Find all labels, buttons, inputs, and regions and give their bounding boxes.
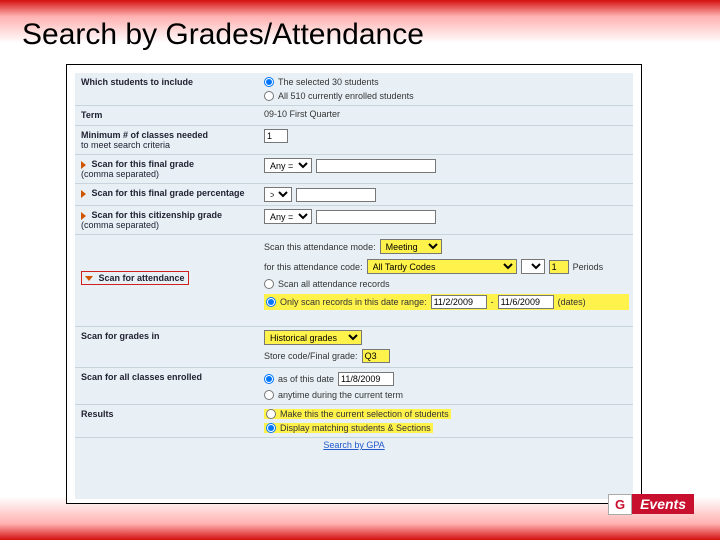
row-min-classes: Minimum # of classes needed to meet sear…: [75, 126, 633, 155]
opt-selected-students: The selected 30 students: [278, 77, 379, 87]
row-grades-in: Scan for grades in Historical grades Sto…: [75, 327, 633, 368]
input-min-classes[interactable]: [264, 129, 288, 143]
radio-display-matching[interactable]: [266, 423, 276, 433]
att-periods-label: Periods: [573, 262, 604, 272]
store-label: Store code/Final grade:: [264, 351, 358, 361]
opt-anytime: anytime during the current term: [278, 390, 403, 400]
att-mode-label: Scan this attendance mode:: [264, 242, 376, 252]
radio-scan-range[interactable]: [266, 297, 276, 307]
input-date-to[interactable]: [498, 295, 554, 309]
radio-all-students[interactable]: [264, 91, 274, 101]
select-citizenship-op[interactable]: Any =: [264, 209, 312, 224]
opt-scan-range: Only scan records in this date range:: [280, 297, 427, 307]
row-results: Results Make this the current selection …: [75, 405, 633, 438]
note-final-grade: (comma separated): [81, 169, 254, 179]
term-value: 09-10 First Quarter: [264, 109, 340, 119]
row-attendance: Scan for attendance Scan this attendance…: [75, 235, 633, 327]
row-final-pct: Scan for this final grade percentage >: [75, 184, 633, 206]
expand-icon[interactable]: [81, 161, 86, 169]
label-final-grade: Scan for this final grade: [92, 159, 195, 169]
expand-icon[interactable]: [81, 212, 86, 220]
input-date-from[interactable]: [431, 295, 487, 309]
note-citizenship: (comma separated): [81, 220, 254, 230]
collapse-icon[interactable]: [85, 276, 93, 281]
label-which-students: Which students to include: [75, 73, 260, 91]
select-att-comp[interactable]: <: [521, 259, 545, 274]
select-pct-op[interactable]: >: [264, 187, 292, 202]
row-which-students: Which students to include The selected 3…: [75, 73, 633, 106]
radio-selected-students[interactable]: [264, 77, 274, 87]
input-store-code[interactable]: [362, 349, 390, 363]
badge-left: G: [608, 494, 632, 515]
form-inner: Which students to include The selected 3…: [75, 73, 633, 499]
select-final-grade-op[interactable]: Any =: [264, 158, 312, 173]
opt-display-matching: Display matching students & Sections: [280, 423, 431, 433]
input-pct[interactable]: [296, 188, 376, 202]
label-final-pct: Scan for this final grade percentage: [92, 188, 245, 198]
label-citizenship: Scan for this citizenship grade: [92, 210, 223, 220]
row-final-grade: Scan for this final grade (comma separat…: [75, 155, 633, 184]
radio-anytime[interactable]: [264, 390, 274, 400]
expand-icon[interactable]: [81, 190, 86, 198]
footer-link[interactable]: Search by GPA: [75, 438, 633, 452]
att-code-label: for this attendance code:: [264, 262, 363, 272]
row-term: Term 09-10 First Quarter: [75, 106, 633, 126]
select-grades-in[interactable]: Historical grades: [264, 330, 362, 345]
input-citizenship[interactable]: [316, 210, 436, 224]
opt-all-students: All 510 currently enrolled students: [278, 91, 414, 101]
form-container: Which students to include The selected 3…: [66, 64, 642, 504]
input-final-grade[interactable]: [316, 159, 436, 173]
label-results: Results: [75, 405, 260, 423]
row-all-classes: Scan for all classes enrolled as of this…: [75, 368, 633, 405]
radio-scan-all[interactable]: [264, 279, 274, 289]
row-citizenship: Scan for this citizenship grade (comma s…: [75, 206, 633, 235]
opt-asof: as of this date: [278, 374, 334, 384]
label-min-classes: Minimum # of classes needed to meet sear…: [75, 126, 260, 154]
input-att-periods[interactable]: [549, 260, 569, 274]
label-attendance: Scan for attendance: [99, 273, 185, 283]
badge-right: Events: [632, 494, 694, 514]
opt-make-selection: Make this the current selection of stude…: [280, 409, 449, 419]
label-term: Term: [75, 106, 260, 124]
slide-title: Search by Grades/Attendance: [0, 0, 720, 60]
label-grades-in: Scan for grades in: [75, 327, 260, 345]
label-all-classes: Scan for all classes enrolled: [75, 368, 260, 386]
select-att-mode[interactable]: Meeting: [380, 239, 442, 254]
radio-asof[interactable]: [264, 374, 274, 384]
select-att-code[interactable]: All Tardy Codes: [367, 259, 517, 274]
events-badge: G Events: [608, 492, 694, 516]
dates-label: (dates): [558, 297, 586, 307]
opt-scan-all: Scan all attendance records: [278, 279, 390, 289]
input-asof-date[interactable]: [338, 372, 394, 386]
radio-make-selection[interactable]: [266, 409, 276, 419]
